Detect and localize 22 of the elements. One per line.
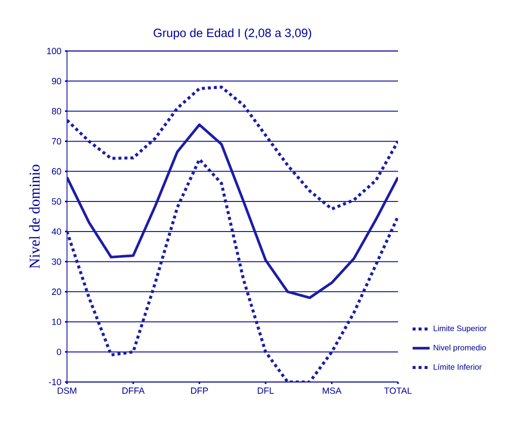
- x-tick-label: MSA: [322, 388, 342, 394]
- x-tick-label: DFP: [191, 388, 208, 394]
- y-tick-label: 50: [52, 198, 62, 205]
- y-tick-label: 70: [52, 138, 62, 144]
- y-tick-label: 100: [47, 48, 62, 54]
- y-tick-label: -10: [48, 378, 62, 386]
- y-tick-label: 30: [52, 258, 62, 265]
- y-tick-label: 0: [56, 348, 62, 356]
- y-tick-label: 20: [52, 288, 62, 295]
- x-tick-label: DFFA: [122, 388, 145, 394]
- y-tick-label: 40: [52, 228, 62, 235]
- x-tick-label: DSM: [58, 388, 76, 394]
- y-axis-title: Nivel de dominio: [29, 164, 40, 268]
- chart-title: Grupo de Edad I (2,08 a 3,09): [154, 28, 312, 40]
- y-tick-label: 10: [52, 318, 62, 325]
- y-tick-label: 60: [52, 168, 62, 175]
- line-series: [67, 123, 398, 300]
- x-tick-label: DFL: [258, 388, 274, 394]
- y-tick-label: 90: [52, 78, 62, 84]
- x-tick-label: TOTAL: [384, 388, 412, 394]
- line-series: [67, 86, 398, 210]
- y-tick-label: 80: [52, 108, 62, 114]
